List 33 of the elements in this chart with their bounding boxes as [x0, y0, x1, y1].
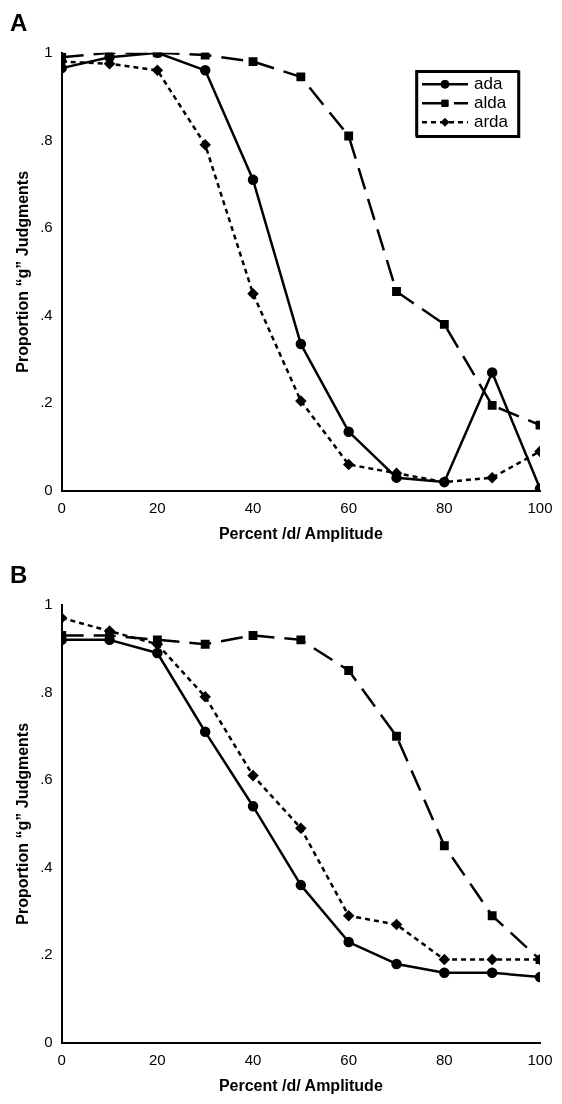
x-tick-label: 20 [149, 1050, 166, 1068]
y-tick-label: .8 [40, 682, 53, 700]
x-tick-label: 20 [149, 498, 166, 516]
legend-label: ada [473, 73, 503, 93]
y-tick-label: .6 [40, 770, 53, 788]
y-axis-title: Proportion “g” Judgments [14, 722, 32, 925]
x-tick-label: 80 [436, 498, 453, 516]
x-tick-label: 40 [244, 1050, 262, 1068]
y-tick-label: .2 [40, 945, 53, 963]
chart-title: A [10, 9, 28, 37]
x-tick-label: 100 [527, 1050, 553, 1068]
y-tick-label: .6 [40, 218, 53, 236]
legend-label: arda [473, 111, 509, 131]
y-tick-label: 0 [44, 480, 53, 498]
y-tick-label: .2 [40, 393, 53, 411]
chart-title: B [10, 561, 28, 589]
x-tick-label: 80 [436, 1050, 453, 1068]
x-tick-label: 40 [244, 498, 262, 516]
legend-label: alda [473, 92, 507, 112]
x-axis-title: Percent /d/ Amplitude [218, 524, 383, 542]
x-tick-label: 60 [340, 1050, 358, 1068]
y-tick-label: 0 [44, 1032, 53, 1050]
y-tick-label: .8 [40, 130, 53, 148]
y-tick-label: 1 [44, 594, 53, 612]
x-tick-label: 100 [527, 498, 553, 516]
x-tick-label: 0 [57, 1050, 66, 1068]
y-tick-label: .4 [40, 305, 53, 323]
y-axis-title: Proportion “g” Judgments [14, 170, 32, 373]
y-tick-label: 1 [44, 42, 53, 60]
x-tick-label: 0 [57, 498, 66, 516]
x-tick-label: 60 [340, 498, 358, 516]
x-axis-title: Percent /d/ Amplitude [218, 1076, 383, 1094]
y-tick-label: .4 [40, 857, 53, 875]
